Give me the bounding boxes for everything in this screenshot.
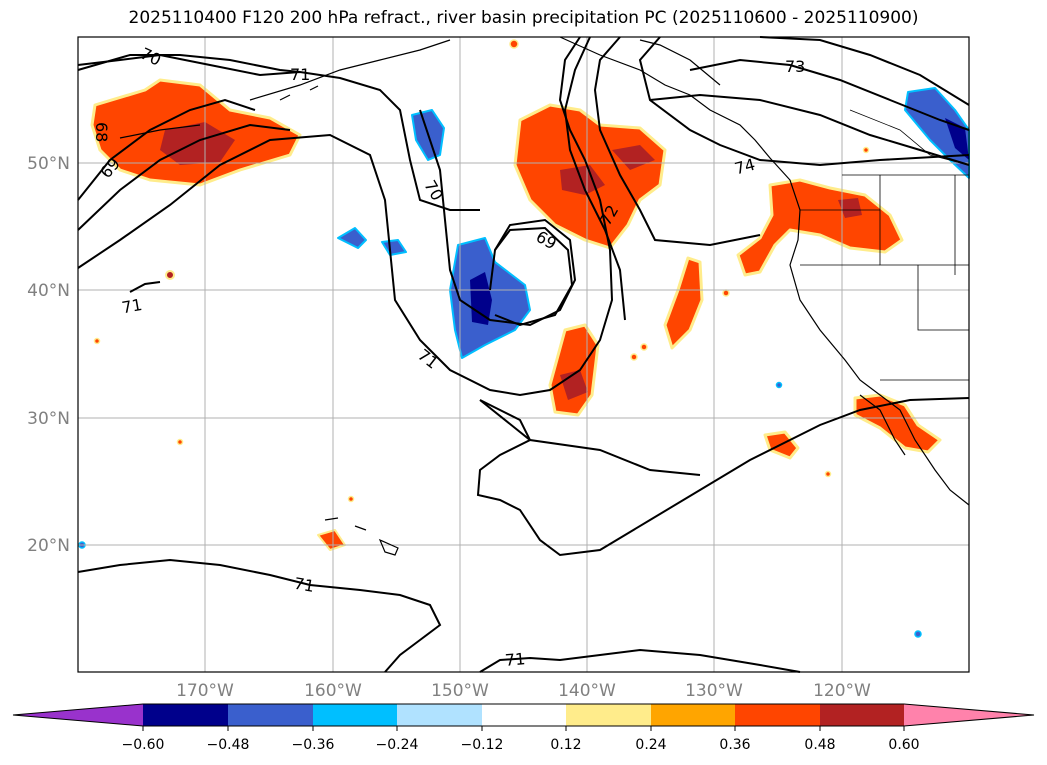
latitude-labels: 50°N 40°N 30°N 20°N — [27, 154, 70, 556]
contour-71-north — [77, 54, 301, 73]
lat-label-20n: 20°N — [27, 536, 70, 556]
longitude-labels: 170°W 160°W 150°W 140°W 130°W 120°W — [176, 681, 871, 701]
lon-label-150w: 150°W — [431, 681, 489, 701]
contour-label: 71 — [120, 295, 143, 317]
positive-anomaly-western-us — [736, 178, 904, 277]
colorbar-tick-label: 0.12 — [550, 737, 581, 753]
contour-71-west — [77, 36, 614, 397]
colorbar-tick-label: −0.60 — [122, 737, 165, 753]
contour-label: 71 — [290, 65, 310, 84]
contour-69-trough — [494, 226, 574, 327]
colorbar-bin — [651, 704, 735, 726]
colorbar-tick-label: −0.36 — [292, 737, 335, 753]
colorbar-bin — [566, 704, 651, 726]
colorbar: −0.60 −0.48 −0.36 −0.24 −0.12 0.12 0.24 … — [12, 703, 1035, 753]
lon-label-170w: 170°W — [176, 681, 234, 701]
colorbar-bin — [143, 704, 228, 726]
colorbar-tick-label: 0.48 — [804, 737, 835, 753]
lon-label-140w: 140°W — [558, 681, 616, 701]
positive-anomaly-baja — [853, 393, 942, 454]
colorbar-bin — [735, 704, 820, 726]
contour-72 — [563, 36, 626, 321]
lat-label-30n: 30°N — [27, 409, 70, 429]
colorbar-tick-label: 0.36 — [719, 737, 750, 753]
colorbar-tick-label: 0.60 — [888, 737, 919, 753]
contour-71-east — [476, 397, 970, 557]
contour-label: 73 — [785, 57, 805, 76]
contour-73 — [593, 36, 761, 247]
lat-label-40n: 40°N — [27, 281, 70, 301]
colorbar-tick-label: −0.24 — [376, 737, 419, 753]
contour-label: 71 — [504, 649, 526, 670]
contour-69-west — [77, 123, 291, 231]
contour-74 — [638, 36, 970, 167]
contour-68 — [77, 98, 256, 201]
colorbar-bin — [820, 704, 904, 726]
gridlines — [78, 37, 969, 672]
contour-label: 68 — [92, 122, 111, 142]
figure-title: 2025110400 F120 200 hPa refract., river … — [128, 8, 919, 28]
coastlines — [119, 36, 970, 556]
contour-label: 71 — [293, 574, 316, 596]
colorbar-tick-label: −0.48 — [207, 737, 250, 753]
colorbar-bin — [228, 704, 313, 726]
colorbar-bin — [313, 704, 397, 726]
colorbar-bin — [482, 704, 566, 726]
colorbar-tick-label: −0.12 — [461, 737, 504, 753]
colorbar-extend-high — [904, 704, 1034, 726]
lon-label-160w: 160°W — [304, 681, 362, 701]
map-frame — [77, 36, 970, 673]
lon-label-120w: 120°W — [813, 681, 871, 701]
lat-label-50n: 50°N — [27, 154, 70, 174]
colorbar-bin — [397, 704, 482, 726]
colorbar-tick-label: 0.24 — [635, 737, 666, 753]
contour-71-south — [77, 558, 442, 673]
contour-label: 74 — [732, 155, 757, 179]
lon-label-130w: 130°W — [685, 681, 743, 701]
refractivity-contours — [77, 36, 970, 673]
colorbar-extend-low — [13, 704, 143, 726]
contour-71-bottom — [479, 648, 801, 673]
